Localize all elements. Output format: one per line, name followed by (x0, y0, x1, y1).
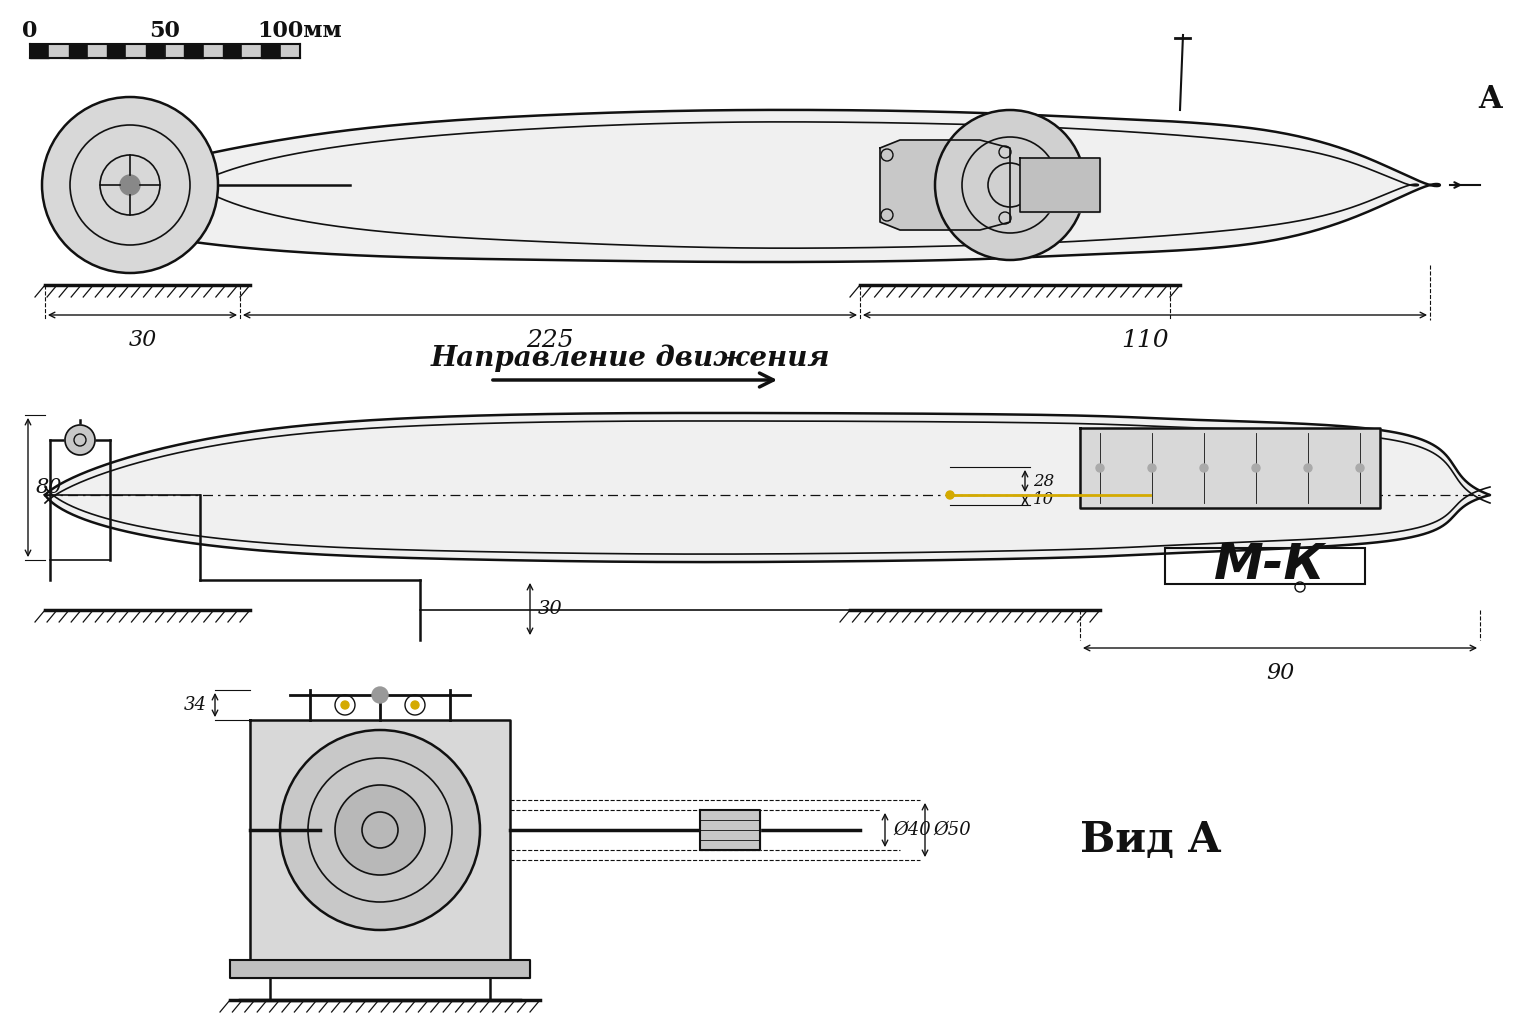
Bar (1164, 548, 1365, 584)
Circle shape (1148, 464, 1157, 472)
Circle shape (946, 491, 953, 499)
Circle shape (1356, 464, 1365, 472)
Text: 30: 30 (537, 600, 563, 618)
Circle shape (1304, 464, 1312, 472)
Text: 100мм: 100мм (258, 20, 343, 42)
Bar (1020, 158, 1101, 212)
Bar (49, 44, 68, 58)
Bar (165, 44, 184, 58)
Bar (250, 720, 510, 960)
Text: 80: 80 (36, 478, 62, 497)
Circle shape (372, 687, 389, 703)
Text: Направление движения: Направление движения (430, 344, 830, 372)
Text: Ø40: Ø40 (893, 821, 931, 839)
Bar (700, 810, 761, 850)
Bar (68, 44, 88, 58)
Text: A: A (1479, 84, 1501, 115)
Circle shape (411, 701, 419, 709)
Bar (203, 44, 223, 58)
Circle shape (1096, 464, 1104, 472)
Bar (146, 44, 165, 58)
Bar (30, 44, 49, 58)
Bar (281, 44, 301, 58)
Polygon shape (109, 110, 1441, 262)
Circle shape (43, 97, 219, 273)
Bar (243, 44, 261, 58)
Bar (261, 44, 281, 58)
Circle shape (1252, 464, 1260, 472)
Circle shape (335, 785, 425, 875)
Bar (126, 44, 146, 58)
Bar (1079, 428, 1380, 508)
Text: 90: 90 (1266, 662, 1295, 684)
Bar (223, 44, 243, 58)
Text: 34: 34 (184, 696, 206, 714)
Text: 50: 50 (150, 20, 181, 42)
Circle shape (935, 110, 1085, 260)
Bar (231, 960, 530, 978)
Polygon shape (880, 140, 1009, 230)
Text: 110: 110 (1122, 329, 1169, 352)
Text: Вид A: Вид A (1079, 819, 1220, 861)
Text: 0: 0 (23, 20, 38, 42)
Text: 28: 28 (1034, 472, 1053, 490)
Polygon shape (46, 413, 1491, 562)
Bar (108, 44, 126, 58)
Circle shape (279, 730, 480, 930)
Text: 10: 10 (1034, 492, 1053, 508)
Text: 225: 225 (527, 329, 574, 352)
Text: Ø50: Ø50 (934, 821, 970, 839)
Text: 30: 30 (129, 329, 156, 351)
Circle shape (120, 175, 140, 195)
Circle shape (1201, 464, 1208, 472)
Bar (184, 44, 203, 58)
Text: М-К: М-К (1214, 541, 1325, 589)
Circle shape (342, 701, 349, 709)
Bar (88, 44, 108, 58)
Circle shape (65, 425, 96, 455)
